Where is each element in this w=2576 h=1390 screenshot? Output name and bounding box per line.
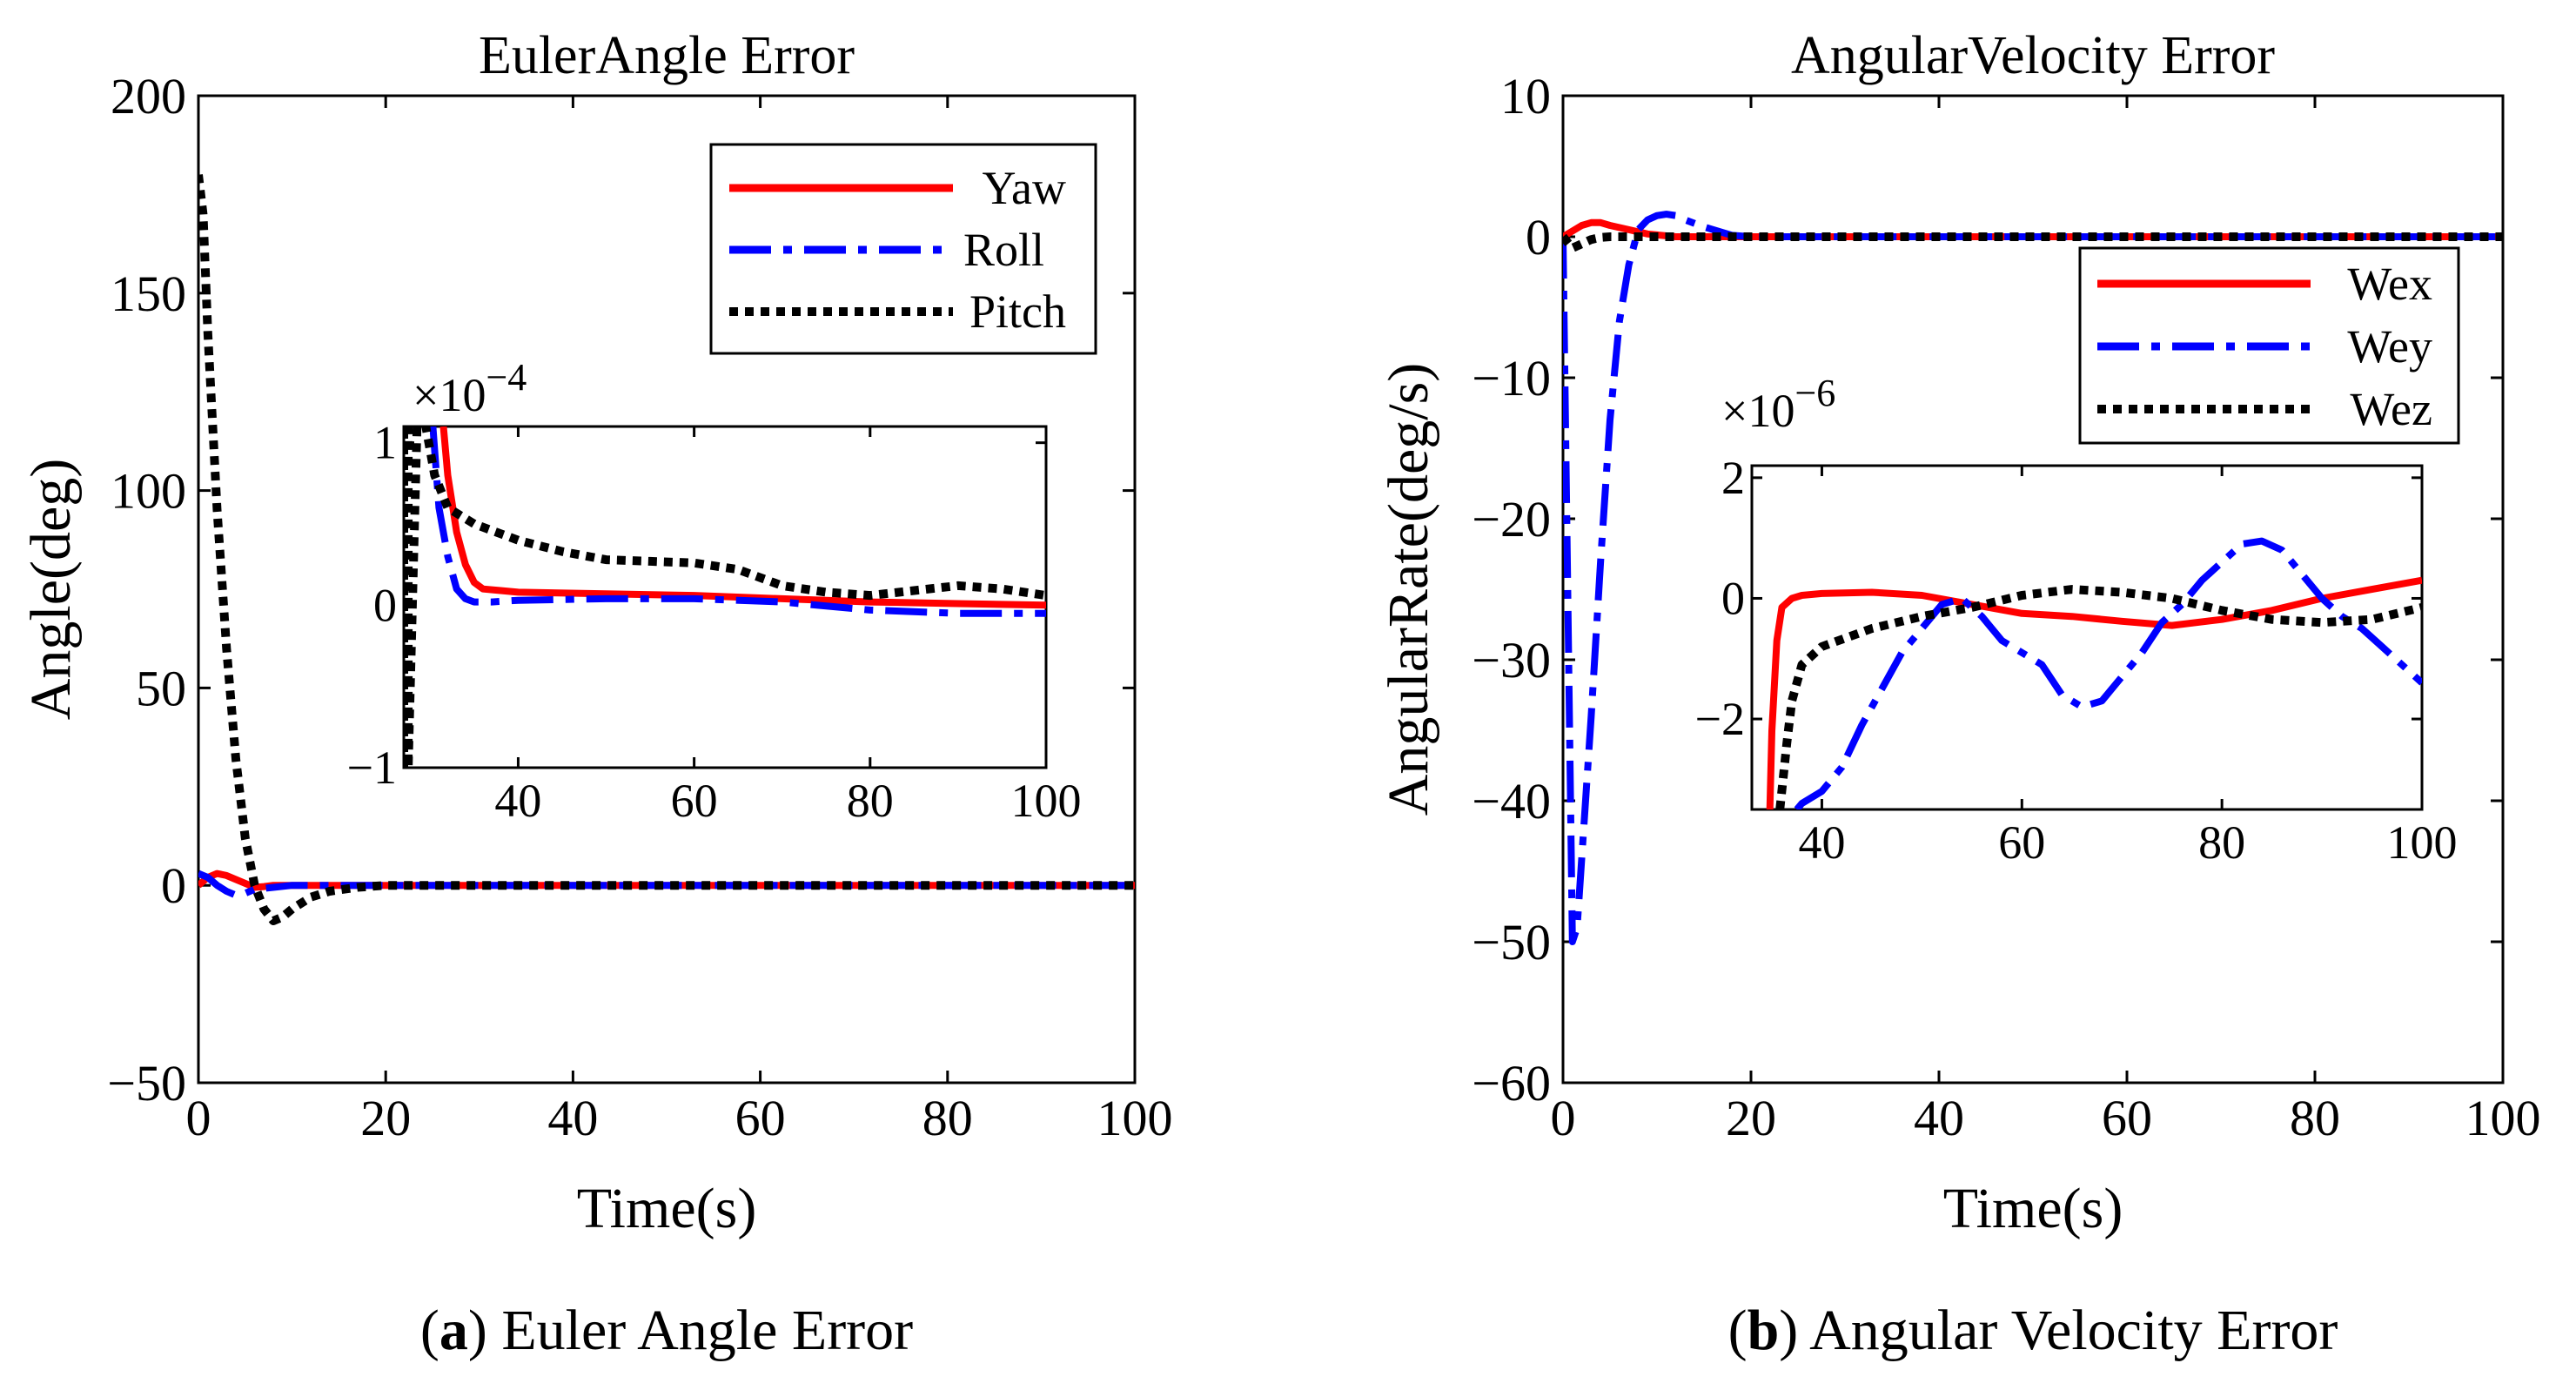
y-tick-label: −30 [1472,632,1551,688]
x-tick-label: 0 [1551,1090,1576,1146]
x-tick-label: 60 [2102,1090,2152,1146]
x-tick-label: 80 [847,775,894,827]
series-line-roll [198,870,1135,899]
y-tick-label: 0 [1526,209,1551,265]
inset-axis-ticks: 40 60 80 100 −2 0 2 [1695,452,2458,869]
y-axis-label: AngularRate(deg/s) [1377,363,1440,816]
y-tick-label: 0 [1721,572,1745,624]
x-tick-label: 40 [547,1090,598,1146]
y-tick-label: −50 [1472,914,1551,970]
y-tick-label: 50 [136,660,186,716]
series-lines [198,174,1135,925]
x-tick-label: 40 [1914,1090,1964,1146]
inset-frame [1750,464,2424,811]
y-tick-label: 10 [1500,68,1551,124]
y-tick-label: 2 [1721,452,1745,504]
y-axis-label: Angle(deg) [19,459,83,721]
series-line-pitch [198,174,1135,925]
x-tick-label: 100 [1097,1090,1173,1146]
inset-multiplier: ×10−4 [413,356,527,421]
series-line-wez [1563,232,2503,252]
x-tick-label: 60 [671,775,718,827]
x-axis-label: Time(s) [1943,1177,2123,1240]
caption-b: (b) Angular Velocity Error [1728,1299,2338,1362]
x-tick-label: 40 [1798,816,1845,869]
x-tick-label: 20 [360,1090,411,1146]
y-tick-label: −1 [347,742,397,794]
series-lines [1563,211,2503,945]
caption-a: (a) Euler Angle Error [420,1299,913,1362]
x-tick-label: 60 [1998,816,2045,869]
y-tick-label: 0 [161,857,186,914]
inset-plot: ×10−6 40 60 80 100 −2 0 2 [1695,372,2458,869]
panel-angular-velocity-error: AngularVelocity Error 0 20 40 60 80 100−60−50… [1377,26,2541,1362]
x-tick-label: 0 [186,1090,211,1146]
legend-label-wey: Wey [2347,320,2432,373]
legend-label-roll: Roll [963,224,1044,276]
x-tick-label: 20 [1726,1090,1776,1146]
series-line-wez [1775,585,2422,809]
y-tick-label: −20 [1472,491,1551,547]
y-tick-label: −50 [107,1055,186,1111]
series-line-wex [1563,218,2503,240]
y-tick-label: −40 [1472,773,1551,829]
x-tick-label: 80 [922,1090,973,1146]
series-line-wey [1794,537,2422,809]
chart-title: EulerAngle Error [479,26,855,85]
y-tick-label: −10 [1472,350,1551,406]
series-line-roll [429,426,1046,617]
x-tick-label: 40 [494,775,541,827]
series-line-yaw [439,426,1046,609]
x-tick-label: 100 [2387,816,2458,869]
y-tick-label: 100 [111,463,186,520]
x-tick-label: 80 [2290,1090,2340,1146]
inset-series-lines [404,426,1046,768]
legend-label-pitch: Pitch [969,285,1066,338]
legend: Wex Wey Wez [2078,246,2460,445]
x-tick-label: 100 [1011,775,1082,827]
series-line-wey [1563,211,2503,945]
inset-multiplier: ×10−6 [1721,372,1835,437]
y-tick-label: 150 [111,265,186,322]
y-tick-label: 200 [111,68,186,124]
y-tick-label: −2 [1695,693,1745,745]
legend: Yaw Roll Pitch [709,143,1097,355]
inset-series-lines [1766,537,2422,809]
legend-label-wez: Wez [2350,383,2432,435]
legend-label-wex: Wex [2347,258,2432,310]
x-tick-label: 80 [2198,816,2245,869]
chart-title: AngularVelocity Error [1791,26,2275,85]
x-tick-label: 60 [735,1090,786,1146]
x-axis-label: Time(s) [577,1177,757,1240]
y-tick-label: 0 [373,579,397,631]
y-tick-label: −60 [1472,1055,1551,1111]
panel-euler-angle-error: EulerAngle Error 0 20 40 60 80 100−5005010015… [19,26,1173,1362]
x-tick-label: 100 [2465,1090,2541,1146]
y-tick-label: 1 [373,417,397,469]
legend-label-yaw: Yaw [982,162,1066,214]
inset-axis-ticks: 40 60 80 100 −1 0 1 [347,417,1082,827]
inset-plot: ×10−4 40 60 80 100 −1 0 1 [347,356,1082,827]
